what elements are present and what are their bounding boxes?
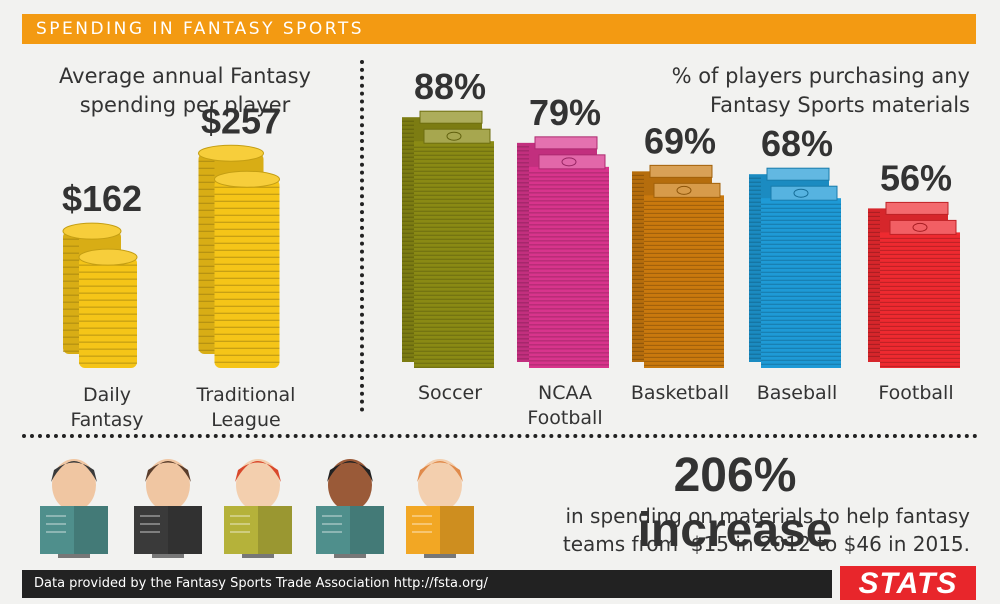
money-category-label: Football [878, 382, 953, 404]
header-title: SPENDING IN FANTASY SPORTS [36, 19, 365, 39]
money-stack-bar [868, 201, 960, 368]
money-stack-bar [749, 167, 841, 368]
left-heading-line1: Average annual Fantasy [59, 64, 311, 88]
left-heading-line2: spending per player [79, 93, 291, 117]
stat-headline: 206% increase [637, 449, 833, 557]
money-value-label: 88% [414, 66, 486, 107]
money-category-label: Baseball [757, 382, 838, 404]
money-category-label: Football [527, 407, 602, 429]
right-heading-line2: Fantasy Sports materials [709, 93, 970, 117]
vertical-divider [360, 60, 364, 412]
coin-category-label: League [211, 409, 280, 431]
header-banner: SPENDING IN FANTASY SPORTS [22, 14, 976, 44]
money-category-label: NCAA [538, 382, 592, 404]
stats-logo: STATS [840, 566, 976, 600]
money-value-label: 69% [644, 120, 716, 161]
left-heading: Average annual Fantasy spending per play… [30, 62, 340, 120]
horizontal-divider [22, 434, 978, 438]
stat-line1: in spending on materials to help fantasy [565, 504, 970, 528]
coin-stack-bar [62, 222, 138, 368]
right-heading-line1: % of players purchasing any [671, 64, 970, 88]
money-category-label: Basketball [631, 382, 729, 404]
logo-text: STATS [858, 567, 958, 600]
money-category-label: Soccer [418, 382, 482, 404]
money-stack-bar [402, 110, 494, 368]
footer-source[interactable]: Data provided by the Fantasy Sports Trad… [34, 576, 488, 591]
money-value-label: 79% [529, 92, 601, 133]
coin-value-label: $257 [201, 100, 281, 141]
reader-bun-icon [134, 459, 202, 558]
reader-mustache-icon [40, 459, 108, 558]
stat-description: in spending on materials to help fantasy… [480, 502, 970, 558]
coin-category-label: Fantasy [70, 409, 143, 431]
money-value-label: 68% [761, 123, 833, 164]
money-stack-bar [517, 136, 609, 368]
stat-line2: teams from $15 in 2012 to $46 in 2015. [562, 532, 970, 556]
money-value-label: 56% [880, 157, 952, 198]
right-heading: % of players purchasing any Fantasy Spor… [560, 62, 970, 120]
coin-category-label: Traditional [196, 384, 296, 406]
reader-redhead-icon [224, 459, 292, 558]
reader-glasses-icon [406, 459, 474, 558]
coin-value-label: $162 [62, 178, 142, 219]
money-stack-bar [632, 164, 724, 368]
coin-category-label: Daily [83, 384, 131, 406]
footer-bar: Data provided by the Fantasy Sports Trad… [22, 570, 832, 598]
reader-curly-icon [316, 459, 384, 558]
coin-stack-bar [198, 144, 280, 368]
